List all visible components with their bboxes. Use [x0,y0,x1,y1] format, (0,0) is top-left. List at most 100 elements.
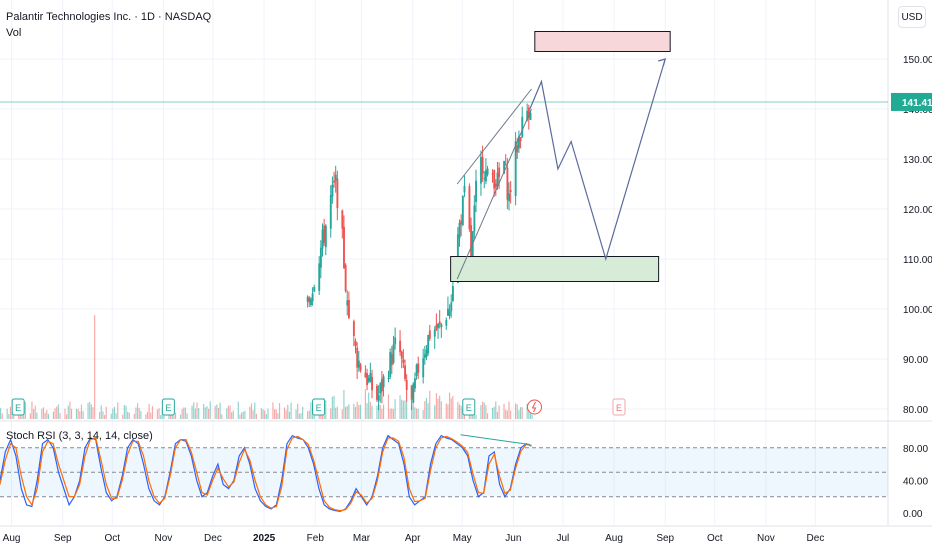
time-axis-label: Nov [757,533,775,544]
volume-bar [221,414,223,419]
volume-bar [150,412,152,419]
volume-bar [123,405,125,419]
volume-bar [392,408,395,419]
volume-bar [33,409,35,419]
price-tick-label: 100.00 [903,305,932,316]
candle-body [310,299,312,306]
volume-bar [287,404,289,419]
stoch-rsi-label[interactable]: Stoch RSI (3, 3, 14, 14, close) [6,430,153,442]
candle-body [417,363,420,373]
candle-body [354,340,357,346]
price-tick-label: 150.00 [903,55,932,66]
candle-body [400,351,403,359]
volume-bar [231,412,233,419]
volume-bar [364,389,366,419]
volume-bar [298,413,300,419]
candle-body [458,222,461,239]
volume-bar [102,411,104,419]
symbol-title[interactable]: Palantir Technologies Inc. · 1D · NASDAQ [6,11,212,23]
volume-bar [506,410,508,419]
time-axis-label: 2025 [253,533,276,544]
candle-body [422,358,425,378]
candle-body [496,172,499,187]
volume-bar [146,411,149,419]
volume-bar [77,408,79,419]
volume-bar [92,407,94,419]
price-tick-label: 90.00 [903,355,928,366]
volume-bar [239,414,241,419]
earnings-marker[interactable]: E [312,398,326,416]
candle-body [392,344,395,363]
volume-bar [495,401,497,419]
candle-body [344,264,347,292]
volume-bar [29,413,31,419]
candle-body [382,376,385,388]
candle-body [334,174,337,181]
volume-bar [434,405,436,419]
volume-bar [412,402,414,419]
volume-bar [46,410,48,419]
volume-bar [250,403,253,419]
candle-body [423,354,426,358]
candle-body [321,229,324,249]
candle-body [359,364,362,371]
volume-bar [473,413,475,419]
candle-body [521,116,524,138]
volume-bar [480,405,482,419]
candle-body [498,167,501,178]
earnings-letter: E [15,403,21,413]
volume-bar [336,406,338,419]
volume-bar [66,414,68,419]
volume-bar [402,400,404,419]
volume-bar [437,398,439,419]
volume-bar [34,405,36,419]
volume-bar [290,402,292,419]
volume-bar [54,408,56,419]
volume-bar [531,414,533,419]
volume-bar [391,408,393,419]
volume-bar [356,401,358,419]
zones [450,31,671,282]
candle-body [313,286,316,292]
volume-bar [353,403,355,419]
earnings-marker[interactable]: E [462,398,476,416]
candle-body [347,300,350,318]
volume-bar [440,401,442,419]
earnings-letter: E [466,403,472,413]
volume-bar [59,413,61,419]
volume-bar [209,401,211,419]
candle-body [451,286,454,302]
volume-bar [297,403,299,419]
volume-bar [486,413,489,419]
vol-label[interactable]: Vol [6,27,22,39]
candle-body [494,183,497,188]
volume-bar [389,408,391,419]
volume-bar [481,401,484,419]
candle-body [425,349,428,357]
volume-bar [137,403,139,419]
time-axis-label: Jun [505,533,521,544]
volume-bar [260,408,262,419]
candle-body [461,196,464,226]
volume-bar [515,403,517,419]
volume-bar [79,411,81,419]
volume-bar [333,395,335,419]
volume-bar [207,408,210,419]
candle-body [506,167,509,200]
earnings-badge [462,398,476,416]
volume-bar [458,404,461,419]
volume-bar [103,414,106,419]
volume-bar [264,410,266,419]
rsi-tick-label: 80.00 [903,444,928,455]
currency-button[interactable]: USD [898,6,926,28]
candle-body [308,297,311,303]
candle-body [527,107,530,118]
volume-bar [359,404,362,419]
candle-body [329,195,332,229]
earnings-marker[interactable]: E [612,398,626,416]
earnings-marker[interactable]: E [11,398,25,416]
volume-bar [508,401,510,419]
volume-bar [411,405,413,419]
earnings-marker[interactable]: E [161,398,175,416]
